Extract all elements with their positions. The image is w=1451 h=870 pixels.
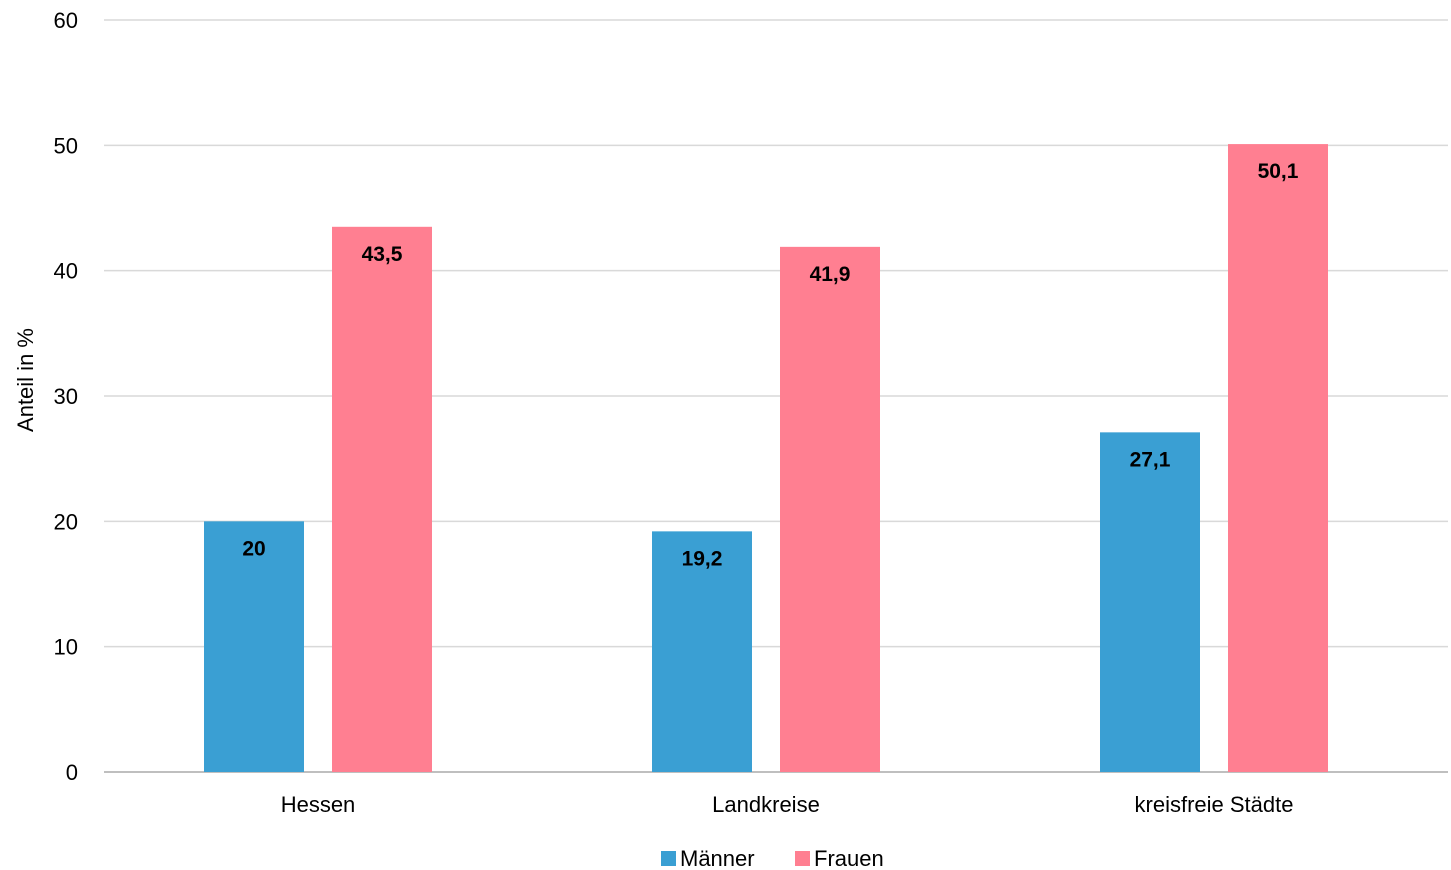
y-tick-label: 60 xyxy=(54,8,78,33)
y-tick-label: 0 xyxy=(66,760,78,785)
bar-m-nner-0 xyxy=(204,521,304,772)
data-labels: 20 43,5 19,2 41,9 27,1 50,1 xyxy=(242,160,1298,570)
legend-label: Frauen xyxy=(814,846,884,870)
legend-label: Männer xyxy=(680,846,755,870)
y-tick-label: 10 xyxy=(54,635,78,660)
y-axis-title: Anteil in % xyxy=(13,328,38,432)
bars xyxy=(204,144,1328,773)
legend: Männer Frauen xyxy=(661,846,884,870)
data-label: 43,5 xyxy=(362,243,403,266)
data-label: 41,9 xyxy=(810,263,851,286)
y-tick-label: 50 xyxy=(54,133,78,158)
data-label: 27,1 xyxy=(1130,448,1171,471)
data-label: 20 xyxy=(242,537,265,560)
bar-m-nner-2 xyxy=(1100,432,1200,772)
bar-frauen-1 xyxy=(780,246,880,772)
bar-frauen-2 xyxy=(1228,144,1328,772)
category-label: Landkreise xyxy=(712,792,820,817)
y-axis-ticks: 0 10 20 30 40 50 60 xyxy=(54,8,78,785)
data-label: 50,1 xyxy=(1258,160,1299,183)
y-tick-label: 30 xyxy=(54,384,78,409)
gridlines xyxy=(104,19,1448,773)
data-label: 19,2 xyxy=(682,547,723,570)
x-axis-categories: Hessen Landkreise kreisfreie Städte xyxy=(281,792,1294,817)
legend-swatch xyxy=(661,851,676,866)
legend-swatch xyxy=(795,851,810,866)
category-label: Hessen xyxy=(281,792,356,817)
bar-m-nner-1 xyxy=(652,531,752,772)
y-tick-label: 40 xyxy=(54,259,78,284)
y-tick-label: 20 xyxy=(54,509,78,534)
category-label: kreisfreie Städte xyxy=(1135,792,1294,817)
bar-frauen-0 xyxy=(332,226,432,773)
